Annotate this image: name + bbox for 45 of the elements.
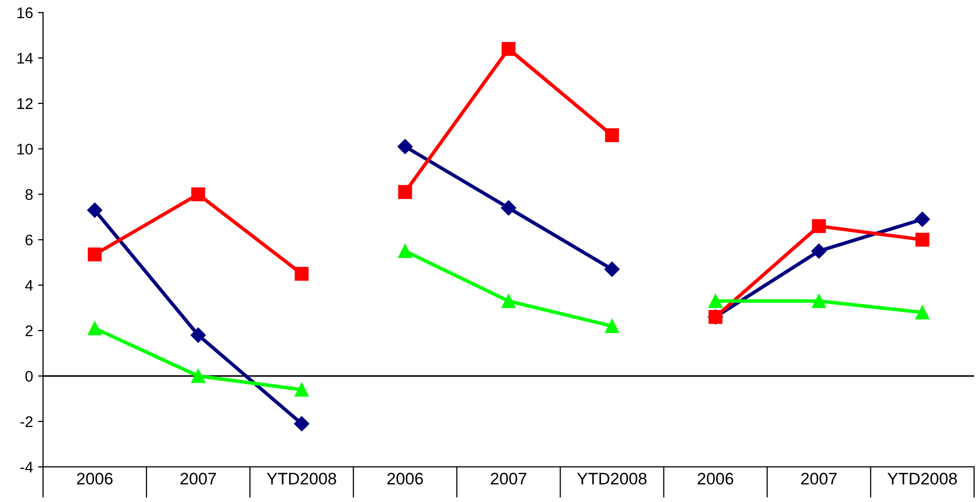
- y-tick-label: 16: [17, 7, 33, 18]
- point: [502, 42, 516, 56]
- point: [500, 200, 516, 216]
- point: [191, 187, 206, 202]
- y-tick-label: -4: [20, 462, 33, 472]
- point: [294, 266, 309, 281]
- y-tick-label: -2: [20, 416, 33, 427]
- point: [915, 232, 930, 247]
- y-tick-label: 10: [17, 144, 33, 155]
- x-tick-label: YTD2008: [888, 472, 957, 485]
- y-tick-label: 14: [17, 53, 33, 64]
- point: [398, 185, 412, 199]
- point: [812, 219, 826, 234]
- point: [812, 294, 826, 308]
- y-tick-label: 6: [26, 234, 33, 246]
- x-tick-label: 2007: [180, 472, 216, 485]
- y-tick-label: 0: [25, 370, 33, 382]
- y-tick-label: 8: [25, 189, 33, 200]
- x-tick-label: 2007: [801, 472, 837, 485]
- x-tick-label: 2006: [698, 472, 734, 485]
- point: [811, 243, 826, 259]
- point: [88, 321, 102, 336]
- x-tick-label: YTD2008: [266, 472, 336, 485]
- point: [605, 319, 619, 333]
- point: [398, 244, 412, 258]
- y-tick-label: 2: [26, 325, 33, 336]
- y-tick-label: 12: [17, 98, 33, 109]
- point: [87, 202, 102, 218]
- point: [190, 328, 206, 343]
- x-tick-label: 2006: [77, 472, 113, 485]
- point: [914, 212, 930, 227]
- point: [191, 369, 206, 383]
- point: [708, 294, 722, 308]
- point: [915, 305, 930, 320]
- point: [398, 139, 413, 154]
- y-tick-label: 4: [25, 280, 33, 291]
- x-tick-label: 2006: [387, 472, 423, 485]
- x-tick-label: 2007: [490, 472, 526, 485]
- x-tick-label: YTD2008: [577, 472, 646, 485]
- point: [605, 128, 619, 142]
- point: [294, 382, 309, 397]
- point: [604, 262, 620, 277]
- point: [502, 294, 516, 308]
- point: [294, 416, 310, 432]
- point: [88, 248, 102, 262]
